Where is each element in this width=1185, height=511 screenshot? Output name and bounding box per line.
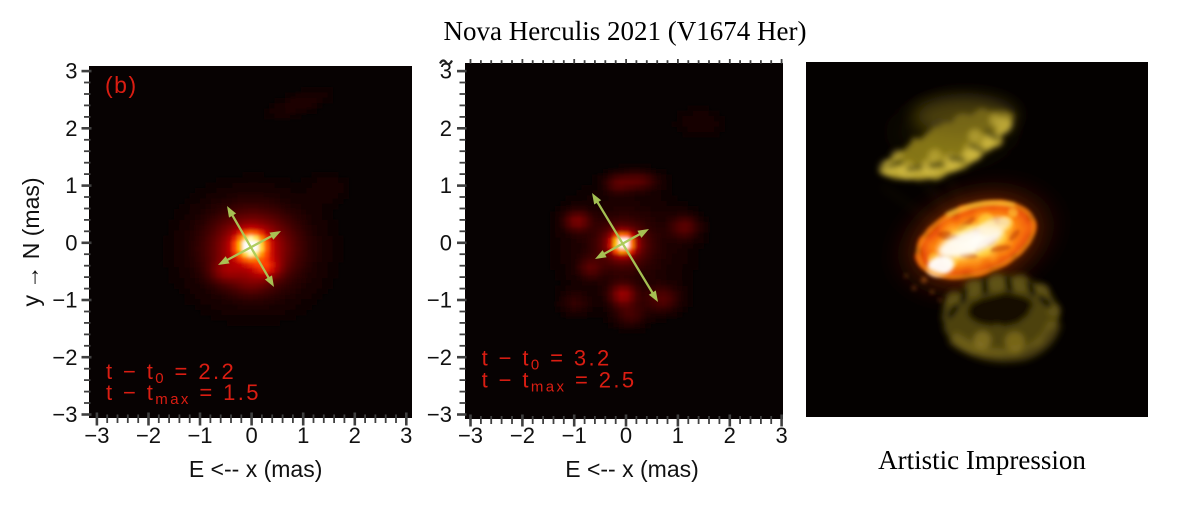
svg-text:1: 1 [65,173,77,198]
svg-text:t − t0 = 2.2: t − t0 = 2.2 [106,359,236,387]
svg-text:2: 2 [65,116,77,141]
svg-text:−1: −1 [187,423,212,448]
svg-text:2: 2 [724,423,736,448]
svg-text:−3: −3 [427,402,452,427]
svg-text:1: 1 [440,173,452,198]
svg-text:−2: −2 [427,345,452,370]
svg-text:1: 1 [297,423,309,448]
svg-text:2: 2 [440,116,452,141]
svg-text:−1: −1 [427,288,452,313]
svg-text:3: 3 [775,423,787,448]
svg-text:−3: −3 [458,423,483,448]
svg-text:3: 3 [65,59,77,84]
svg-text:E <-- x (mas): E <-- x (mas) [189,456,323,482]
svg-text:E <-- x (mas): E <-- x (mas) [565,456,699,482]
svg-text:y → N (mas): y → N (mas) [18,177,44,306]
svg-text:−3: −3 [52,402,77,427]
svg-text:0: 0 [245,423,257,448]
svg-text:0: 0 [620,423,632,448]
svg-text:−1: −1 [52,288,77,313]
svg-text:−2: −2 [52,345,77,370]
svg-text:Nova Herculis 2021 (V1674 Her): Nova Herculis 2021 (V1674 Her) [444,16,807,46]
svg-text:t − tmax = 2.5: t − tmax = 2.5 [482,368,637,396]
svg-text:−2: −2 [510,423,535,448]
svg-text:t − tmax = 1.5: t − tmax = 1.5 [106,380,261,408]
svg-text:0: 0 [440,230,452,255]
svg-text:1: 1 [672,423,684,448]
svg-text:3: 3 [400,423,412,448]
svg-text:2: 2 [349,423,361,448]
svg-text:(b): (b) [105,72,138,98]
svg-text:t − t0 = 3.2: t − t0 = 3.2 [482,346,612,374]
svg-text:−2: −2 [136,423,161,448]
svg-text:0: 0 [65,230,77,255]
svg-text:−1: −1 [562,423,587,448]
svg-text:Artistic Impression: Artistic Impression [878,445,1086,475]
svg-text:−3: −3 [84,423,109,448]
